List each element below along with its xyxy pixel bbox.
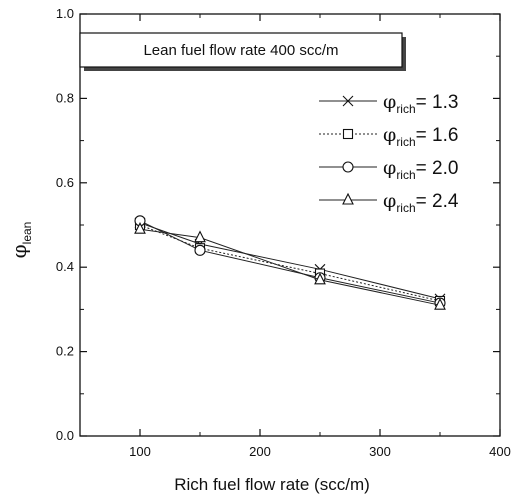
x-axis-title: Rich fuel flow rate (scc/m) bbox=[174, 475, 370, 494]
series-line-4 bbox=[139, 228, 441, 306]
title-box-frame bbox=[79, 32, 403, 68]
y-tick-label: 0.6 bbox=[56, 175, 74, 190]
x-tick-label: 200 bbox=[249, 444, 271, 459]
legend-symbol: φ bbox=[383, 124, 396, 146]
legend-value: = 2.4 bbox=[416, 191, 459, 212]
svg-text:φlean: φlean bbox=[7, 222, 34, 259]
chart-title: Lean fuel flow rate 400 scc/m bbox=[143, 42, 338, 59]
legend-marker-1 bbox=[342, 95, 354, 107]
series-line-3 bbox=[139, 220, 441, 304]
legend-subscript: rich bbox=[396, 102, 415, 116]
legend-subscript: rich bbox=[396, 168, 415, 182]
legend-value: = 1.6 bbox=[416, 125, 459, 146]
data-point-s4-4 bbox=[434, 297, 446, 310]
y-tick-label: 1.0 bbox=[56, 6, 74, 21]
legend-label-4: φrich= 2.4 bbox=[383, 190, 459, 215]
legend-marker-3 bbox=[342, 161, 354, 173]
legend-marker-2 bbox=[342, 128, 354, 140]
y-tick-label: 0.0 bbox=[56, 428, 74, 443]
x-tick-label: 300 bbox=[369, 444, 391, 459]
legend-value: = 2.0 bbox=[416, 158, 459, 179]
x-tick-label: 400 bbox=[489, 444, 511, 459]
series-line-1 bbox=[139, 222, 441, 300]
y-tick-label: 0.4 bbox=[56, 259, 74, 274]
legend-symbol: φ bbox=[383, 91, 396, 113]
legend-label-1: φrich= 1.3 bbox=[383, 91, 458, 116]
data-point-s4-3 bbox=[314, 272, 326, 285]
ticks: 0.0 0.2 0.4 0.6 0.8 1.0 100 200 300 400 bbox=[56, 6, 511, 459]
legend-subscript: rich bbox=[396, 135, 415, 149]
series-group bbox=[134, 215, 446, 310]
legend-value: = 1.3 bbox=[416, 92, 459, 113]
legend-subscript: rich bbox=[396, 201, 415, 215]
legend-symbol: φ bbox=[383, 190, 396, 212]
legend-label-3: φrich= 2.0 bbox=[383, 157, 458, 182]
legend-label-2: φrich= 1.6 bbox=[383, 124, 458, 149]
series-line-2 bbox=[139, 224, 441, 302]
title-box: Lean fuel flow rate 400 scc/m bbox=[79, 32, 406, 71]
data-point-s4-2 bbox=[194, 230, 206, 243]
legend-marker-4 bbox=[342, 192, 354, 205]
y-tick-label: 0.2 bbox=[56, 344, 74, 359]
y-axis-title-sub: lean bbox=[20, 222, 34, 245]
y-tick-label: 0.8 bbox=[56, 90, 74, 105]
data-point-s3-2 bbox=[194, 244, 206, 256]
data-point-s4-1 bbox=[134, 221, 146, 234]
y-axis-title: φlean bbox=[7, 222, 34, 259]
x-tick-label: 100 bbox=[129, 444, 151, 459]
legend-symbol: φ bbox=[383, 157, 396, 179]
y-axis-title-symbol: φ bbox=[7, 244, 31, 258]
